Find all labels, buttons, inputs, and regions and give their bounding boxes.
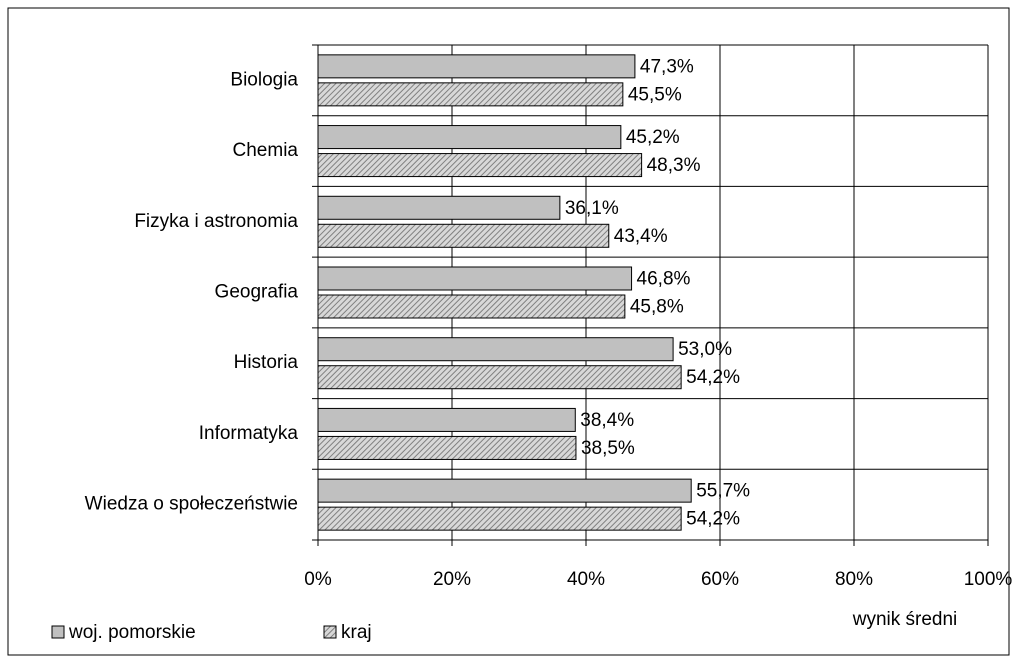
bar: [317, 223, 610, 248]
data-label: 53,0%: [678, 339, 732, 360]
x-tick-label: 80%: [835, 569, 873, 590]
bar: [317, 125, 622, 150]
data-label: 47,3%: [640, 56, 694, 77]
bar: [317, 294, 626, 319]
data-label: 36,1%: [565, 198, 619, 219]
y-tick-label: Historia: [234, 352, 299, 373]
data-label: 38,4%: [580, 410, 634, 431]
x-tick-label: 100%: [964, 569, 1013, 590]
data-label: 55,7%: [696, 481, 750, 502]
x-tick-label: 40%: [567, 569, 605, 590]
y-tick-label: Biologia: [230, 69, 298, 90]
x-axis-label: wynik średni: [852, 609, 958, 630]
bar: [317, 195, 561, 220]
legend-label: woj. pomorskie: [68, 622, 196, 643]
bar: [317, 266, 633, 291]
data-label: 54,2%: [686, 509, 740, 530]
legend-swatch: [323, 625, 337, 639]
y-tick-label: Chemia: [233, 140, 299, 161]
x-tick-label: 60%: [701, 569, 739, 590]
data-label: 45,5%: [628, 84, 682, 105]
x-tick-label: 0%: [304, 569, 332, 590]
bar: [317, 365, 682, 390]
data-label: 43,4%: [614, 226, 668, 247]
x-tick-label: 20%: [433, 569, 471, 590]
y-tick-label: Informatyka: [199, 423, 299, 444]
bar: [317, 506, 682, 531]
data-label: 48,3%: [647, 155, 701, 176]
y-tick-label: Wiedza o społeczeństwie: [85, 494, 298, 515]
data-label: 54,2%: [686, 367, 740, 388]
bar: [317, 478, 692, 503]
data-label: 46,8%: [637, 269, 691, 290]
bar: [317, 435, 577, 460]
data-label: 45,8%: [630, 297, 684, 318]
bar: [317, 54, 636, 79]
legend-label: kraj: [341, 622, 372, 643]
y-tick-label: Fizyka i astronomia: [134, 211, 298, 232]
data-label: 45,2%: [626, 127, 680, 148]
bar: [317, 407, 576, 432]
legend-swatch: [51, 625, 65, 639]
data-label: 38,5%: [581, 438, 635, 459]
y-tick-label: Geografia: [215, 282, 299, 303]
bar: [317, 337, 674, 362]
bar: [317, 82, 624, 107]
bar: [317, 153, 643, 178]
